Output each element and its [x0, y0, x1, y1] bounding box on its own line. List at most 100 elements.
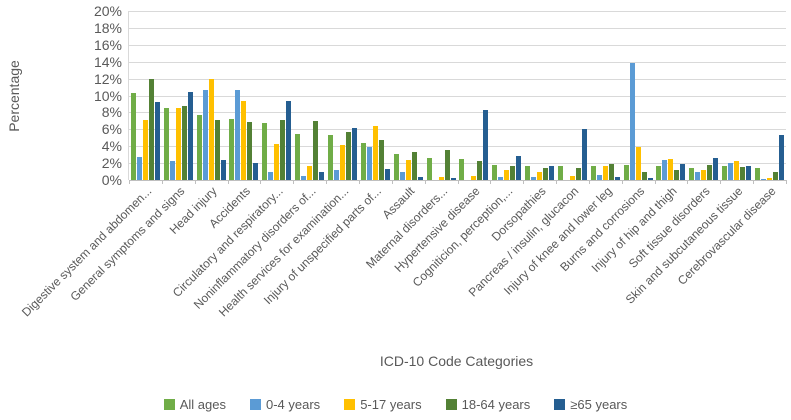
bar-group [753, 11, 786, 180]
bar [557, 166, 563, 180]
bar [295, 134, 301, 180]
category-axis-tick [621, 180, 623, 184]
bar [680, 164, 686, 180]
bar [450, 178, 456, 180]
bar [596, 175, 602, 180]
bar [405, 160, 411, 180]
bar-group [720, 11, 753, 180]
bar [286, 101, 292, 180]
bar [525, 166, 531, 180]
legend: All ages 0-4 years 5-17 years 18-64 years ≥6… [0, 394, 791, 414]
bar [208, 79, 214, 180]
legend-swatch-icon [445, 398, 457, 410]
bar [543, 168, 549, 180]
gridline [129, 146, 786, 148]
bar [531, 177, 537, 180]
bar [707, 165, 713, 180]
bar-group [425, 11, 458, 180]
x-axis-title: ICD-10 Code Categories [379, 353, 534, 369]
bar [674, 170, 680, 180]
bar [378, 140, 384, 180]
bar [444, 150, 450, 180]
bar [623, 165, 629, 180]
bar-group [556, 11, 589, 180]
bar [516, 156, 522, 180]
bar [142, 120, 148, 180]
bar [656, 166, 662, 180]
bar [313, 121, 319, 180]
category-axis-tick [391, 180, 393, 184]
bar [229, 119, 235, 180]
category-axis-tick [654, 180, 656, 184]
bar [504, 170, 510, 180]
bar [459, 159, 465, 180]
y-tick-label: 8% [101, 104, 122, 121]
bar [734, 161, 740, 180]
bar [614, 177, 620, 180]
legend-swatch-icon [163, 398, 175, 410]
bar [471, 176, 477, 180]
category-axis-tick [753, 180, 755, 184]
bar [366, 147, 372, 180]
legend-label: 0-4 years [265, 396, 321, 412]
y-axis-ticks: 20% 18% 16% 14% 12% 10% 8% 6% 4% 2% 0% [56, 4, 122, 187]
bar-group [359, 11, 392, 180]
bar [778, 135, 784, 180]
bar [154, 102, 160, 180]
bar [668, 159, 674, 180]
bar-group [457, 11, 490, 180]
x-category-label: Digestive system and abdomen... [18, 184, 155, 320]
bar [274, 144, 280, 180]
bar-group [687, 11, 720, 180]
bar [760, 179, 766, 180]
gridline [129, 129, 786, 131]
bar [492, 165, 498, 180]
category-axis-tick [227, 180, 229, 184]
bar [426, 158, 432, 180]
gridline [129, 11, 786, 12]
bar [384, 169, 390, 180]
y-tick-label: 2% [101, 155, 122, 172]
bar-group [490, 11, 523, 180]
bar [602, 166, 608, 180]
bar [220, 160, 226, 180]
bar-group [622, 11, 655, 180]
bar [701, 170, 707, 180]
bar [635, 147, 641, 180]
legend-item: 18-64 years [445, 396, 531, 412]
bar [247, 122, 253, 180]
bar [136, 157, 142, 180]
bar [202, 90, 208, 180]
category-axis-tick [358, 180, 360, 184]
y-tick-label: 4% [101, 138, 122, 155]
bar-group [523, 11, 556, 180]
bar [187, 92, 193, 180]
bar [393, 154, 399, 180]
bar [641, 172, 647, 180]
category-axis-tick [588, 180, 590, 184]
legend-label: All ages [179, 396, 226, 412]
legend-label: 18-64 years [461, 396, 531, 412]
bar [280, 120, 286, 180]
bar-group [293, 11, 326, 180]
category-axis-tick [556, 180, 558, 184]
bar [581, 129, 587, 180]
bar [253, 163, 259, 180]
bar [130, 93, 136, 180]
bar [148, 79, 154, 180]
bar [772, 172, 778, 180]
category-axis-tick [129, 180, 130, 184]
bar [746, 166, 752, 180]
bar [301, 176, 307, 180]
y-tick-label: 0% [101, 172, 122, 188]
legend-label: 5-17 years [360, 396, 422, 412]
bar-group [228, 11, 261, 180]
bar [360, 143, 366, 180]
bar [695, 172, 701, 180]
category-axis-tick [293, 180, 295, 184]
bar [339, 145, 345, 180]
bar-group [195, 11, 228, 180]
bar [214, 120, 220, 180]
y-tick-label: 18% [93, 19, 122, 36]
